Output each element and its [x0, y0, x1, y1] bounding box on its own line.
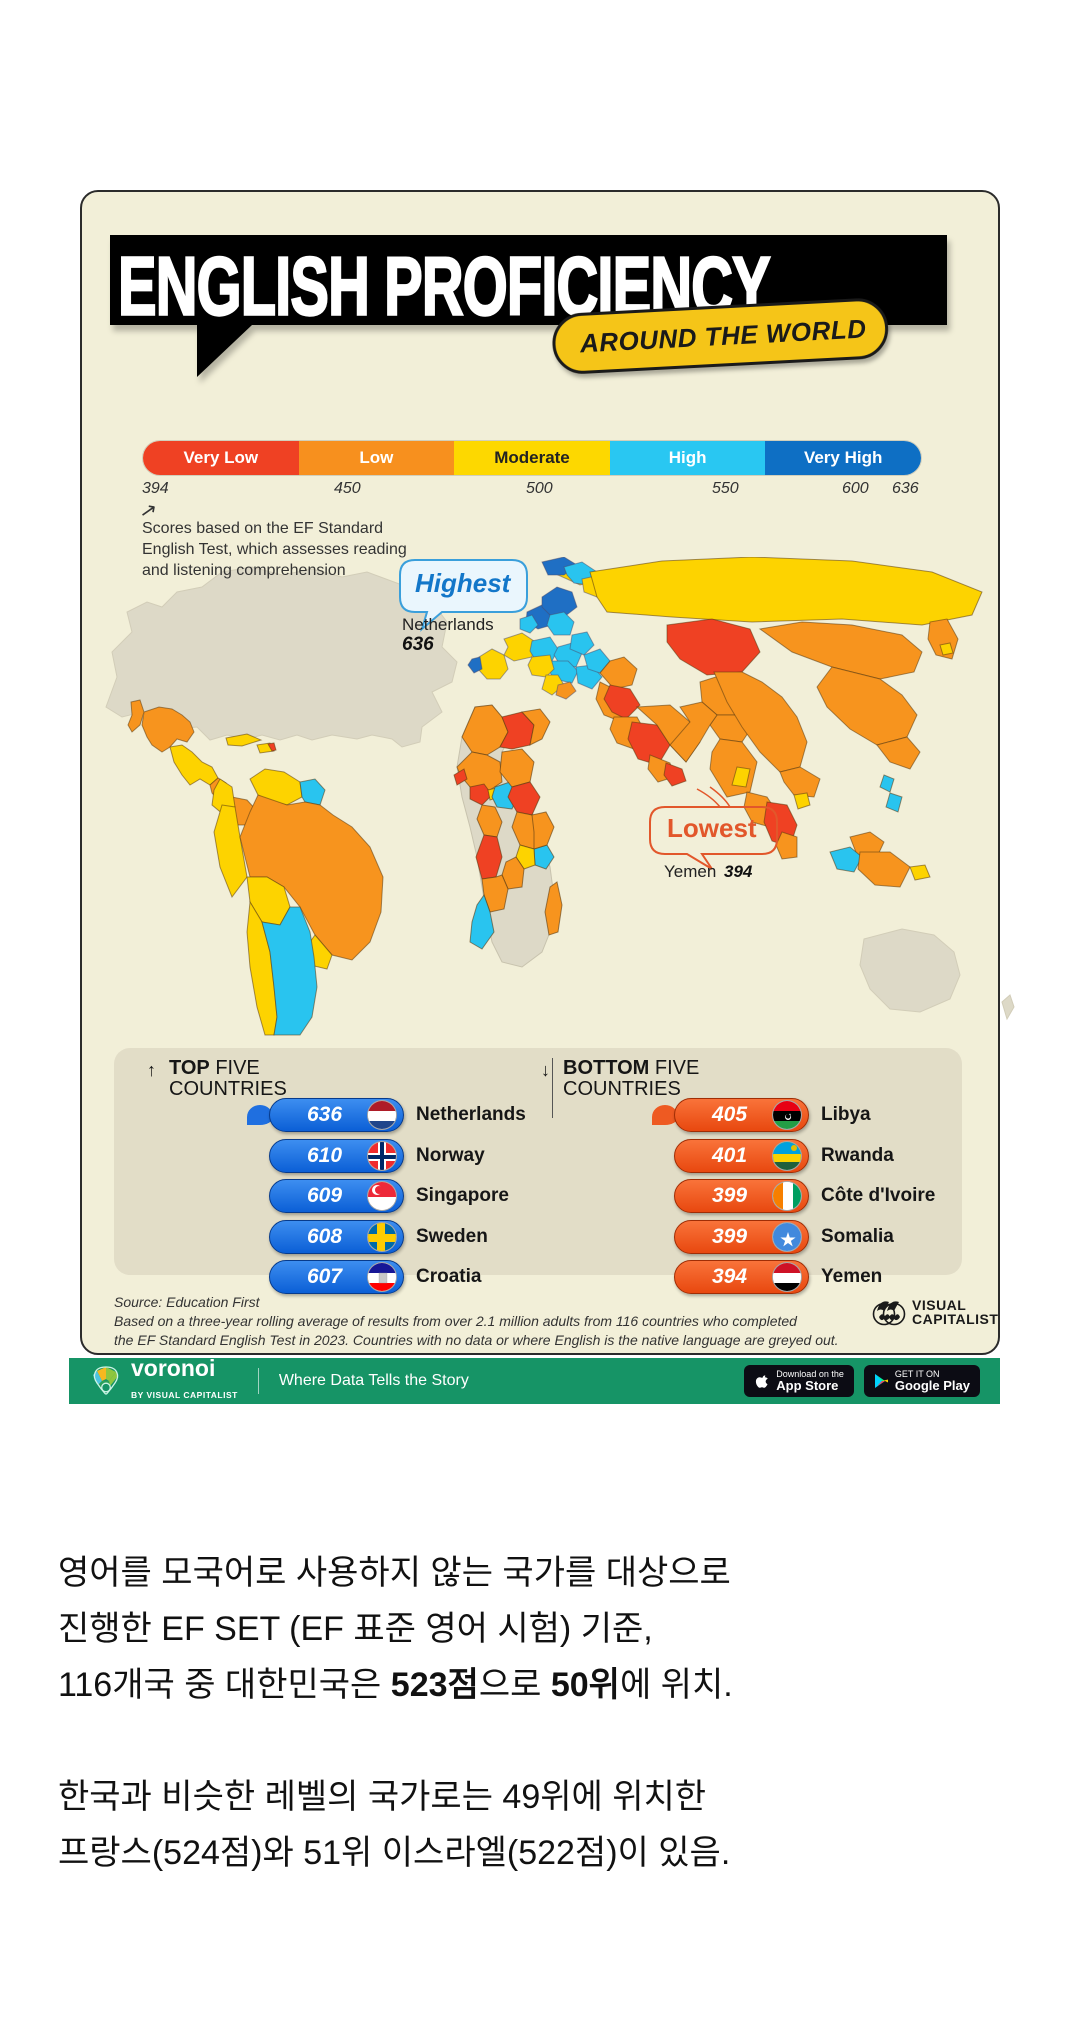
svg-text:Netherlands: Netherlands — [402, 615, 494, 634]
svg-text:394: 394 — [724, 862, 753, 881]
svg-text:636: 636 — [402, 634, 434, 655]
svg-text:Yemen: Yemen — [664, 862, 716, 881]
svg-text:Lowest: Lowest — [667, 813, 757, 843]
